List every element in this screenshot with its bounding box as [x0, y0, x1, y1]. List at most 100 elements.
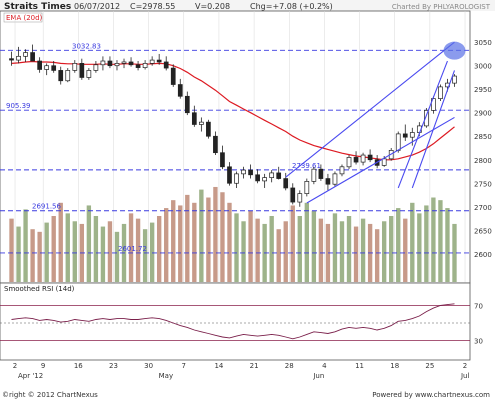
- x-tick-label: 16: [74, 362, 83, 370]
- ema-line: [11, 60, 455, 161]
- volume-bar: [227, 202, 232, 282]
- x-tick-label: 2: [13, 362, 17, 370]
- candle-body: [114, 63, 120, 67]
- month-label: May: [159, 372, 173, 380]
- header-date: 06/07/2012: [74, 2, 120, 11]
- volume-bar: [100, 226, 106, 282]
- price-axis-label: 2650: [474, 227, 492, 235]
- volume-bar: [128, 213, 134, 282]
- candle-body: [170, 67, 176, 85]
- candle-body: [58, 70, 64, 82]
- volume-bar: [213, 186, 218, 282]
- candle-body: [241, 169, 246, 175]
- charted-by-label: Charted By PHLYAROLOGIST: [392, 3, 491, 11]
- candle-body: [276, 172, 282, 179]
- volume-bar: [339, 221, 345, 282]
- volume-bar: [438, 200, 443, 282]
- highlight-marker: [443, 41, 466, 60]
- x-tick-label: 21: [250, 362, 259, 370]
- volume-bar: [297, 216, 302, 282]
- candle-body: [234, 173, 239, 184]
- rsi-axis-label: 30: [474, 338, 483, 346]
- candle-body: [262, 177, 267, 182]
- candle-body: [72, 63, 78, 71]
- price-axis-label: 3000: [474, 63, 492, 71]
- volume-bar: [178, 205, 183, 282]
- candle-body: [325, 178, 331, 185]
- rsi-legend: Smoothed RSI (14d): [4, 285, 75, 293]
- candle-body: [65, 70, 71, 82]
- header-close: C=2978.55: [130, 2, 175, 11]
- rsi-axis-label: 70: [474, 303, 483, 311]
- volume-bar: [283, 221, 288, 282]
- level-label: 3032.83: [72, 42, 101, 50]
- ema-legend-box: [3, 12, 43, 23]
- volume-bar: [234, 213, 239, 282]
- candle-body: [37, 60, 42, 70]
- volume-bar: [156, 216, 162, 282]
- trend-line: [397, 60, 448, 189]
- candle-body: [283, 178, 289, 189]
- candle-body: [220, 152, 225, 168]
- volume-bar: [220, 192, 225, 282]
- price-axis-label: 3050: [474, 39, 492, 47]
- volume-bar: [107, 221, 113, 282]
- candle-body: [381, 158, 387, 166]
- volume-bar: [290, 205, 295, 282]
- volume-bar: [325, 223, 331, 282]
- copyright-label: ©right © 2012 ChartNexus: [2, 391, 98, 399]
- candle-body: [100, 60, 106, 66]
- candle-body: [402, 133, 408, 138]
- candle-body: [51, 65, 57, 71]
- candle-body: [227, 166, 232, 184]
- candle-body: [248, 169, 253, 176]
- candle-body: [339, 166, 345, 175]
- candle-body: [93, 64, 99, 71]
- candle-body: [184, 95, 190, 114]
- candle-body: [149, 59, 155, 64]
- candle-body: [128, 61, 134, 66]
- volume-bar: [346, 216, 352, 282]
- volume-bar: [269, 216, 274, 282]
- trend-line: [411, 70, 456, 189]
- candle-body: [409, 132, 415, 138]
- price-axis-label: 2800: [474, 157, 492, 165]
- x-tick-label: 11: [355, 362, 364, 370]
- volume-bar: [199, 189, 204, 282]
- candle-body: [290, 187, 296, 203]
- volume-bar: [276, 229, 281, 282]
- x-tick-label: 30: [144, 362, 153, 370]
- header-volume: V=0.208: [195, 2, 230, 11]
- volume-bar: [192, 202, 197, 282]
- volume-bar: [255, 218, 260, 282]
- price-axis-label: 2750: [474, 180, 492, 188]
- volume-bar: [51, 216, 56, 282]
- header-bar: Straits Times 06/07/2012 C=2978.55 V=0.2…: [0, 0, 495, 12]
- candle-body: [23, 52, 28, 57]
- volume-bar: [93, 216, 99, 282]
- price-axis-label: 2850: [474, 133, 492, 141]
- x-tick-label: 4: [322, 362, 327, 370]
- chart-title: Straits Times: [4, 2, 71, 12]
- level-label: 2691.56: [32, 203, 61, 211]
- volume-bar: [9, 218, 14, 282]
- volume-bar: [206, 197, 211, 282]
- x-tick-label: 18: [390, 362, 399, 370]
- volume-bar: [16, 226, 21, 282]
- x-tick-label: 9: [41, 362, 45, 370]
- candle-body: [452, 75, 457, 84]
- volume-bar: [431, 197, 436, 282]
- volume-bar: [389, 216, 394, 282]
- volume-bar: [424, 205, 429, 282]
- volume-bar: [86, 205, 92, 282]
- volume-bar: [164, 208, 169, 282]
- powered-by-label: Powered by www.chartnexus.com: [372, 391, 490, 399]
- volume-bar: [23, 209, 28, 282]
- volume-bar: [58, 202, 63, 282]
- candle-body: [177, 84, 183, 97]
- rsi-panel-frame: [0, 282, 471, 361]
- volume-bar: [374, 229, 380, 282]
- x-tick-label: 7: [182, 362, 186, 370]
- candle-body: [424, 110, 429, 127]
